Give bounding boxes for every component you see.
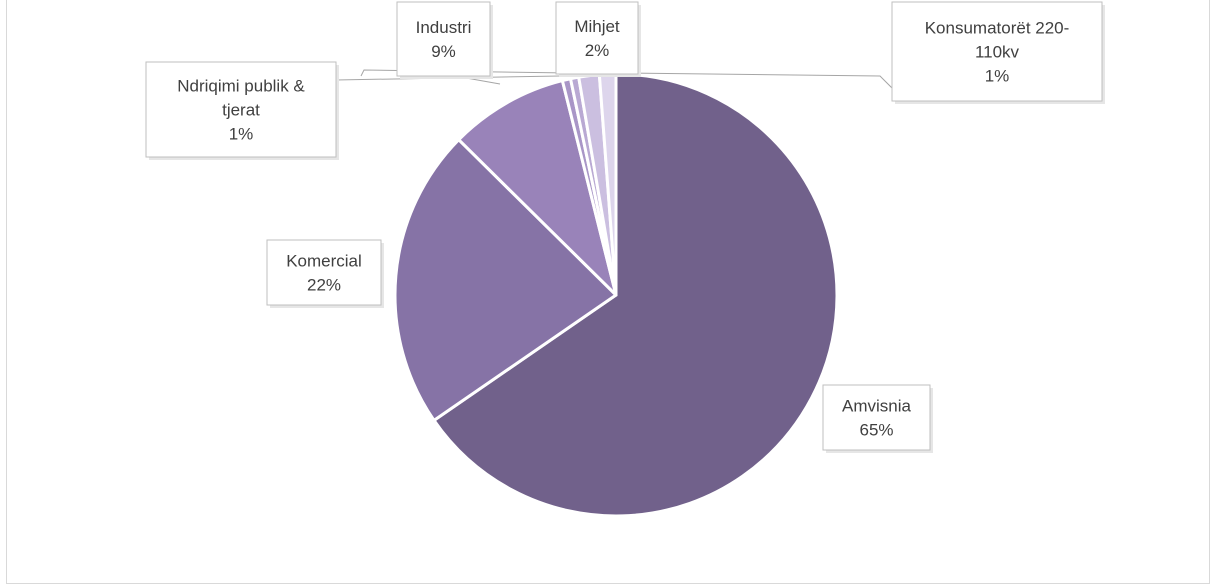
- data-label-box: [266, 239, 382, 306]
- data-label-ndriqimi: Ndriqimi publik & tjerat 1%: [145, 61, 339, 160]
- data-label-text: Industri: [416, 18, 472, 37]
- data-label-text: Amvisnia: [842, 397, 912, 416]
- data-label-text: Komercial: [286, 252, 362, 271]
- data-label-komercial: Komercial 22%: [266, 239, 384, 308]
- pie-slice-komercial: [393, 138, 618, 422]
- pie-slice-amvisnia: [432, 72, 839, 518]
- data-label-industri: Industri 9%: [396, 1, 493, 79]
- leader-line-other: [360, 69, 571, 77]
- data-label-text: Konsumatorët 220-: [925, 19, 1070, 38]
- data-label-box: [822, 384, 931, 451]
- data-labels: Amvisnia 65% Komercial 22% Industri 9% Ndriqim…: [145, 1, 1105, 453]
- data-label-text: 65%: [859, 421, 893, 440]
- data-label-box: [145, 61, 337, 158]
- data-label-text: 1%: [985, 67, 1010, 86]
- data-label-text: tjerat: [222, 101, 260, 120]
- leader-line-konsumatoret: [619, 72, 893, 89]
- data-label-text: 2%: [585, 41, 610, 60]
- data-label-konsumatoret: Konsumatorët 220- 110kv 1%: [891, 1, 1105, 104]
- data-label-text: 22%: [307, 276, 341, 295]
- data-label-text: 1%: [229, 125, 254, 144]
- data-label-box: [396, 1, 491, 77]
- data-label-box: [555, 1, 639, 75]
- pie-slices: [393, 72, 839, 518]
- data-label-amvisnia: Amvisnia 65%: [822, 384, 933, 453]
- pie-slice-industri: [457, 79, 618, 297]
- data-label-text: 110kv: [975, 43, 1020, 62]
- data-label-mihjet: Mihjet 2%: [555, 1, 641, 77]
- data-label-text: 9%: [431, 42, 456, 61]
- data-label-box: [891, 1, 1103, 102]
- data-label-text: Ndriqimi publik &: [177, 77, 305, 96]
- data-label-text: Mihjet: [574, 17, 620, 36]
